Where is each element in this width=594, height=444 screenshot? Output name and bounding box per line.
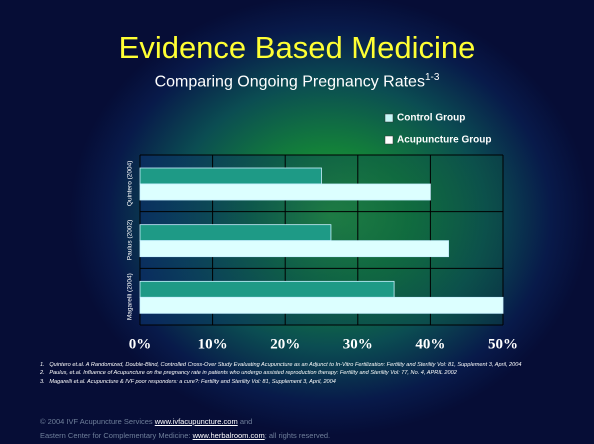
legend-label: Acupuncture Group [397, 135, 491, 146]
y-tick-label: Quintero (2004) [127, 161, 134, 207]
x-tick-label: 50% [488, 336, 518, 352]
x-tick-label: 10% [198, 336, 228, 352]
footnote: 3. Magarelli et.al. Acupuncture & IVF po… [40, 378, 336, 385]
footnotes: 1. Quintero et.al. A Randomized, Double-… [40, 362, 560, 387]
subtitle-text: Comparing Ongoing Pregnancy Rates [154, 73, 425, 91]
bar [139, 280, 395, 298]
bar [139, 224, 332, 242]
x-tick-label: 20% [270, 336, 300, 352]
bar [139, 296, 504, 314]
copyright: © 2004 IVF Acupuncture Services www.ivfa… [40, 415, 580, 443]
bar [139, 240, 449, 258]
x-tick-label: 0% [129, 336, 152, 352]
x-tick-label: 40% [415, 336, 445, 352]
legend-swatch [384, 113, 394, 123]
copyright-text: and [239, 417, 253, 426]
subtitle-note: 1-3 [424, 72, 440, 83]
legend-label: Control Group [397, 113, 465, 124]
bar [139, 167, 322, 185]
bar [139, 183, 431, 201]
x-tick-label: 30% [343, 336, 373, 352]
copyright-text: ; all rights reserved. [264, 431, 331, 440]
legend-swatch [384, 135, 394, 145]
footnote: 1. Quintero et.al. A Randomized, Double-… [40, 362, 522, 368]
copyright-line: © 2004 IVF Acupuncture Services www.ivfa… [40, 415, 580, 429]
y-tick-label: Magarelli (2004) [127, 273, 134, 320]
subtitle: Comparing Ongoing Pregnancy Rates1-3 [0, 72, 594, 91]
footnote: 2. Paulus, et.al. Influence of Acupunctu… [40, 370, 457, 377]
copyright-text: © 2004 IVF Acupuncture Services [40, 417, 153, 426]
link[interactable]: www.ivfacupuncture.com [154, 417, 238, 426]
copyright-line: Eastern Center for Complementary Medicin… [40, 429, 580, 443]
title: Evidence Based Medicine [118, 30, 476, 65]
copyright-text: Eastern Center for Complementary Medicin… [40, 431, 191, 440]
y-tick-label: Paulus (2002) [127, 220, 134, 260]
link[interactable]: www.herbalroom.com [192, 431, 265, 440]
